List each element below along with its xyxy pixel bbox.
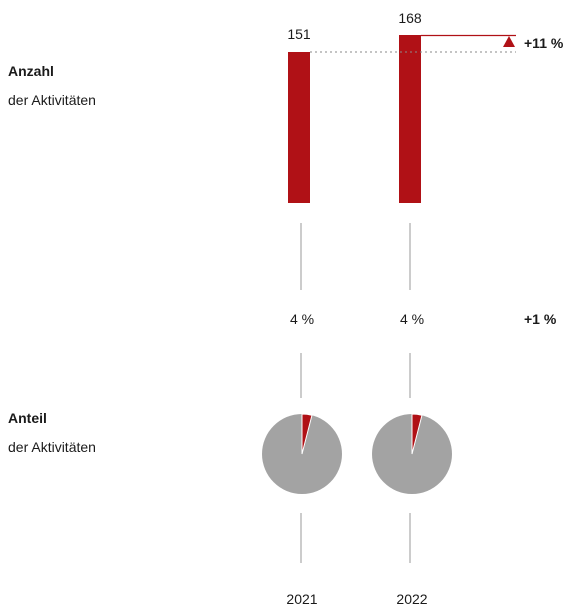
bar-change-label: +11 % — [524, 35, 564, 51]
year-label-2022: 2022 — [396, 591, 428, 607]
year-label-2021: 2021 — [286, 591, 318, 607]
bar-value-label-2021: 151 — [287, 26, 311, 42]
count-row-title: Anzahl — [8, 63, 54, 79]
pie-change-label: +1 % — [524, 311, 557, 327]
pie-value-label-2021: 4 % — [289, 311, 315, 327]
count-row-subtitle: der Aktivitäten — [8, 92, 96, 108]
pie-slice-2022 — [411, 413, 423, 455]
increase-triangle-icon — [503, 36, 515, 47]
pie-value-label-2022: 4 % — [399, 311, 425, 327]
share-row-title: Anteil — [8, 410, 47, 426]
bar-2021 — [288, 52, 310, 203]
pie-slice-2021 — [301, 413, 313, 455]
bar-2022 — [399, 35, 421, 203]
share-row-subtitle: der Aktivitäten — [8, 439, 96, 455]
bar-value-label-2022: 168 — [398, 10, 422, 26]
